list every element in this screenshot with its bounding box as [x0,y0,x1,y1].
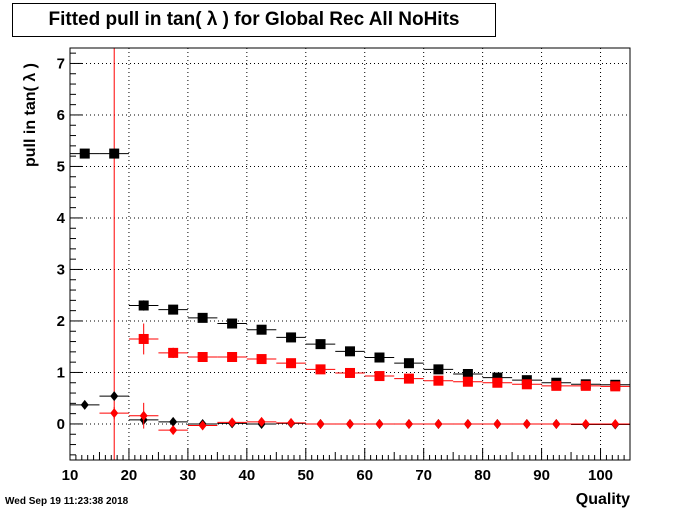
data-point-square [521,379,532,390]
data-point-square [138,333,149,344]
data-point-diamond [463,418,472,429]
y-tick-label: 7 [57,55,65,72]
data-point-diamond [552,418,561,429]
x-tick-label: 90 [533,467,550,484]
data-point-square [256,354,267,365]
x-tick-label: 20 [121,467,138,484]
y-tick-label: 6 [57,107,65,124]
y-tick-label: 5 [57,158,65,175]
data-point-square [197,312,208,323]
chart-title: Fitted pull in tan( λ ) for Global Rec A… [12,3,496,37]
series-0 [70,148,630,390]
data-point-diamond [493,418,502,429]
data-point-diamond [228,417,237,428]
data-point-square [315,339,326,350]
tick-labels: 10 20 30 40 50 60 70 80 90 100 0 1 2 3 4 5 6 7 [57,55,613,484]
data-point-square [79,148,90,159]
x-tick-label: 30 [180,467,197,484]
data-point-square [227,352,238,362]
data-point-square [492,377,503,388]
data-point-diamond [611,418,620,429]
series-layer [70,148,630,436]
data-point-square [433,364,444,375]
y-tick-label: 4 [57,210,66,227]
data-point-diamond [257,416,266,427]
data-point-square [374,352,385,363]
data-point-square [345,367,355,378]
x-tick-label: 100 [588,467,613,484]
data-point-diamond [198,420,207,431]
plot-frame [69,47,631,461]
y-tick-label: 2 [57,313,65,330]
axis-ticks [69,52,631,460]
x-tick-label: 40 [238,467,255,484]
x-tick-label: 70 [415,467,432,484]
data-point-square [315,364,326,375]
data-point-square [551,380,562,391]
data-point-diamond [169,416,178,427]
data-point-square [462,376,473,387]
x-tick-label: 60 [356,467,373,484]
data-point-square [403,358,414,369]
data-point-square [168,304,179,315]
y-tick-label: 0 [57,416,65,433]
data-point-diamond [522,418,531,429]
data-point-square [138,300,149,311]
data-point-diamond [404,418,413,429]
data-point-diamond [110,408,119,419]
data-point-square [286,358,297,369]
x-tick-label: 10 [62,467,79,484]
x-axis-label: Quality [575,491,630,508]
y-tick-label: 3 [57,261,65,278]
y-tick-label: 1 [57,364,65,381]
data-point-square [197,352,208,362]
data-point-square [227,318,238,329]
data-point-square [168,347,179,358]
data-point-diamond [287,417,296,428]
data-point-square [433,375,444,386]
data-point-square [462,368,473,379]
x-tick-label: 80 [474,467,491,484]
data-point-square [256,324,267,335]
data-point-square [492,372,503,383]
x-tick-label: 50 [297,467,314,484]
data-point-diamond [581,418,590,429]
data-point-square [109,148,120,159]
data-point-diamond [80,399,89,410]
data-point-square [286,332,297,343]
data-point-diamond [316,418,325,429]
data-point-diamond [169,425,178,436]
y-axis-label: pull in tan( λ ) [22,63,39,167]
data-point-diamond [110,391,119,402]
data-point-diamond [375,418,384,429]
data-point-diamond [434,418,443,429]
data-point-diamond [346,418,354,429]
data-point-square [374,371,385,382]
series-1 [128,323,630,392]
data-point-square [610,381,621,392]
data-point-square [345,346,355,357]
data-point-square [403,373,414,384]
series-3 [99,402,630,436]
data-point-square [580,380,591,391]
data-point-diamond [139,410,148,421]
grid [70,48,630,460]
timestamp: Wed Sep 19 11:23:38 2018 [5,496,129,507]
